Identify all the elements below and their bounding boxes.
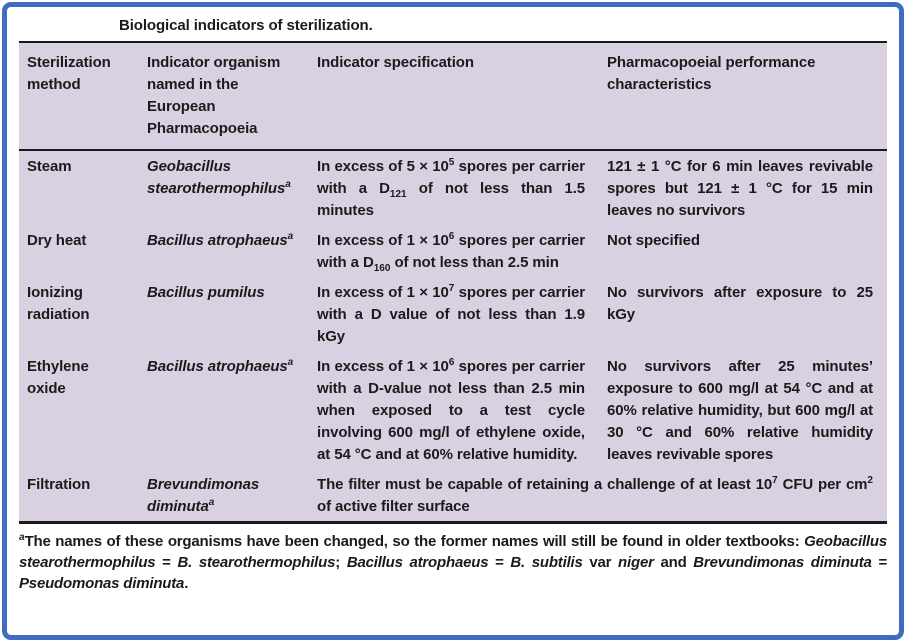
cell-specification: In excess of 1 × 106 spores per carrier … xyxy=(317,231,585,274)
cell-organism: Bacillus atrophaeusa xyxy=(147,357,294,376)
col-header-indicator-specification: Indicator specification xyxy=(317,54,474,71)
table-row-ethylene-oxide: Ethylene oxide Bacillus atrophaeusa In e… xyxy=(19,351,887,469)
cell-organism: Bacillus pumilus xyxy=(147,284,265,301)
cell-method: Ionizing radiation xyxy=(27,284,90,323)
cell-performance: No survivors after exposure to 25 kGy xyxy=(607,284,873,323)
cell-performance: 121 ± 1 °C for 6 min leaves revivable sp… xyxy=(607,158,873,219)
col-header-sterilization-method: Sterilization method xyxy=(27,54,111,93)
cell-method: Steam xyxy=(27,158,72,175)
table-row-steam: Steam Geobacillus stearothermophilusa In… xyxy=(19,151,887,225)
cell-performance: No survivors after 25 minutes’ exposure … xyxy=(607,358,873,463)
sterilization-table: Sterilization method Indicator organism … xyxy=(19,41,887,524)
cell-method: Ethylene oxide xyxy=(27,358,89,397)
table-row-ionizing-radiation: Ionizing radiation Bacillus pumilus In e… xyxy=(19,277,887,351)
col-header-indicator-organism: Indicator organism named in the European… xyxy=(147,54,281,137)
table-footnote: aThe names of these organisms have been … xyxy=(19,532,888,593)
cell-method: Dry heat xyxy=(27,232,87,249)
cell-organism: Brevundimonas diminutaa xyxy=(147,476,260,515)
col-header-pharmacopoeial-performance: Pharmacopoeial performance characteristi… xyxy=(607,54,816,93)
cell-specification: In excess of 1 × 106 spores per carrier … xyxy=(317,357,585,464)
cell-organism: Geobacillus stearothermophilusa xyxy=(147,158,291,197)
cell-performance: Not specified xyxy=(607,232,700,249)
table-caption: Biological indicators of sterilization. xyxy=(119,17,373,34)
table-row-filtration: Filtration Brevundimonas diminutaa The f… xyxy=(19,469,887,521)
cell-method: Filtration xyxy=(27,476,91,493)
cell-specification: In excess of 1 × 107 spores per carrier … xyxy=(317,283,585,346)
cell-organism: Bacillus atrophaeusa xyxy=(147,231,294,250)
table-header-row: Sterilization method Indicator organism … xyxy=(19,43,887,151)
cell-specification: In excess of 5 × 105 spores per carrier … xyxy=(317,157,585,220)
table-row-dry-heat: Dry heat Bacillus atrophaeusa In excess … xyxy=(19,225,887,277)
cell-specification-wide: The filter must be capable of retaining … xyxy=(317,475,873,516)
